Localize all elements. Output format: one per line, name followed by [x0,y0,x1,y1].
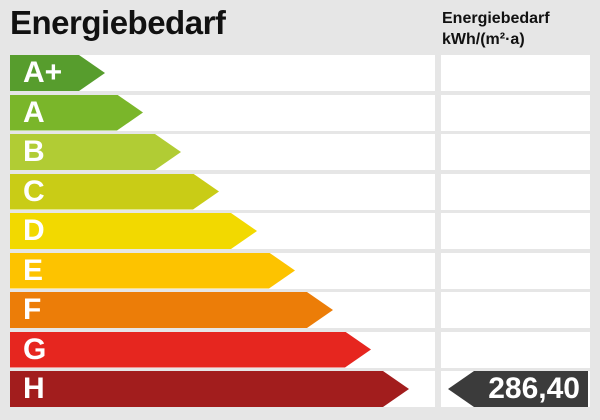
rating-row: D [10,213,590,249]
value-cell [441,134,590,170]
value-cell [441,252,590,289]
rating-row: F [10,292,590,328]
value-cell [441,173,590,210]
value-cell [441,94,590,131]
rating-row: C [10,173,590,210]
rating-bar-cell: D [10,213,435,249]
value-cell [441,55,590,91]
rating-row: G [10,331,590,368]
rating-bar-label: E [23,253,44,287]
value-cell: 286,40 [441,371,590,407]
rating-bar-cell: F [10,292,435,328]
rating-bar-cell: H [10,371,435,407]
rating-row: B [10,134,590,170]
rating-bar: A+ [10,55,105,91]
rating-bar-cell: B [10,134,435,170]
rating-row: A [10,94,590,131]
rating-bar-label: H [23,372,45,405]
rating-bar-cell: E [10,252,435,289]
rating-bar: C [10,174,219,210]
value-text: 286,40 [488,372,580,405]
rating-bar-label: B [23,135,45,168]
value-cell [441,213,590,249]
rating-bar: D [10,213,257,249]
page-title: Energiebedarf [10,4,226,41]
rating-bar-label: D [23,214,45,247]
rating-bar-label: C [23,174,45,208]
rating-bar: A [10,95,143,131]
rating-row: A+ [10,55,590,91]
rating-bar: G [10,332,371,368]
rating-bar: H [10,371,409,407]
rating-bar-cell: C [10,173,435,210]
rating-bar-label: G [23,332,47,366]
rating-row: H 286,40 [10,371,590,407]
rating-bar: F [10,292,333,328]
rating-bar-label: F [23,293,42,326]
unit-header-line2: kWh/(m²·a) [442,31,525,48]
rating-bar-cell: A [10,94,435,131]
rating-bar-label: A [23,95,45,129]
rating-bar-cell: G [10,331,435,368]
rating-bar-cell: A+ [10,55,435,91]
value-cell [441,331,590,368]
unit-header-line1: Energiebedarf [442,10,550,27]
unit-header: Energiebedarf kWh/(m²·a) [442,8,550,50]
rating-bar: E [10,253,295,289]
rating-rows: A+ A B [10,55,590,411]
rating-bar-label: A+ [23,56,63,89]
rating-bar: B [10,134,181,170]
rating-row: E [10,252,590,289]
value-cell [441,292,590,328]
value-badge: 286,40 [448,371,588,407]
